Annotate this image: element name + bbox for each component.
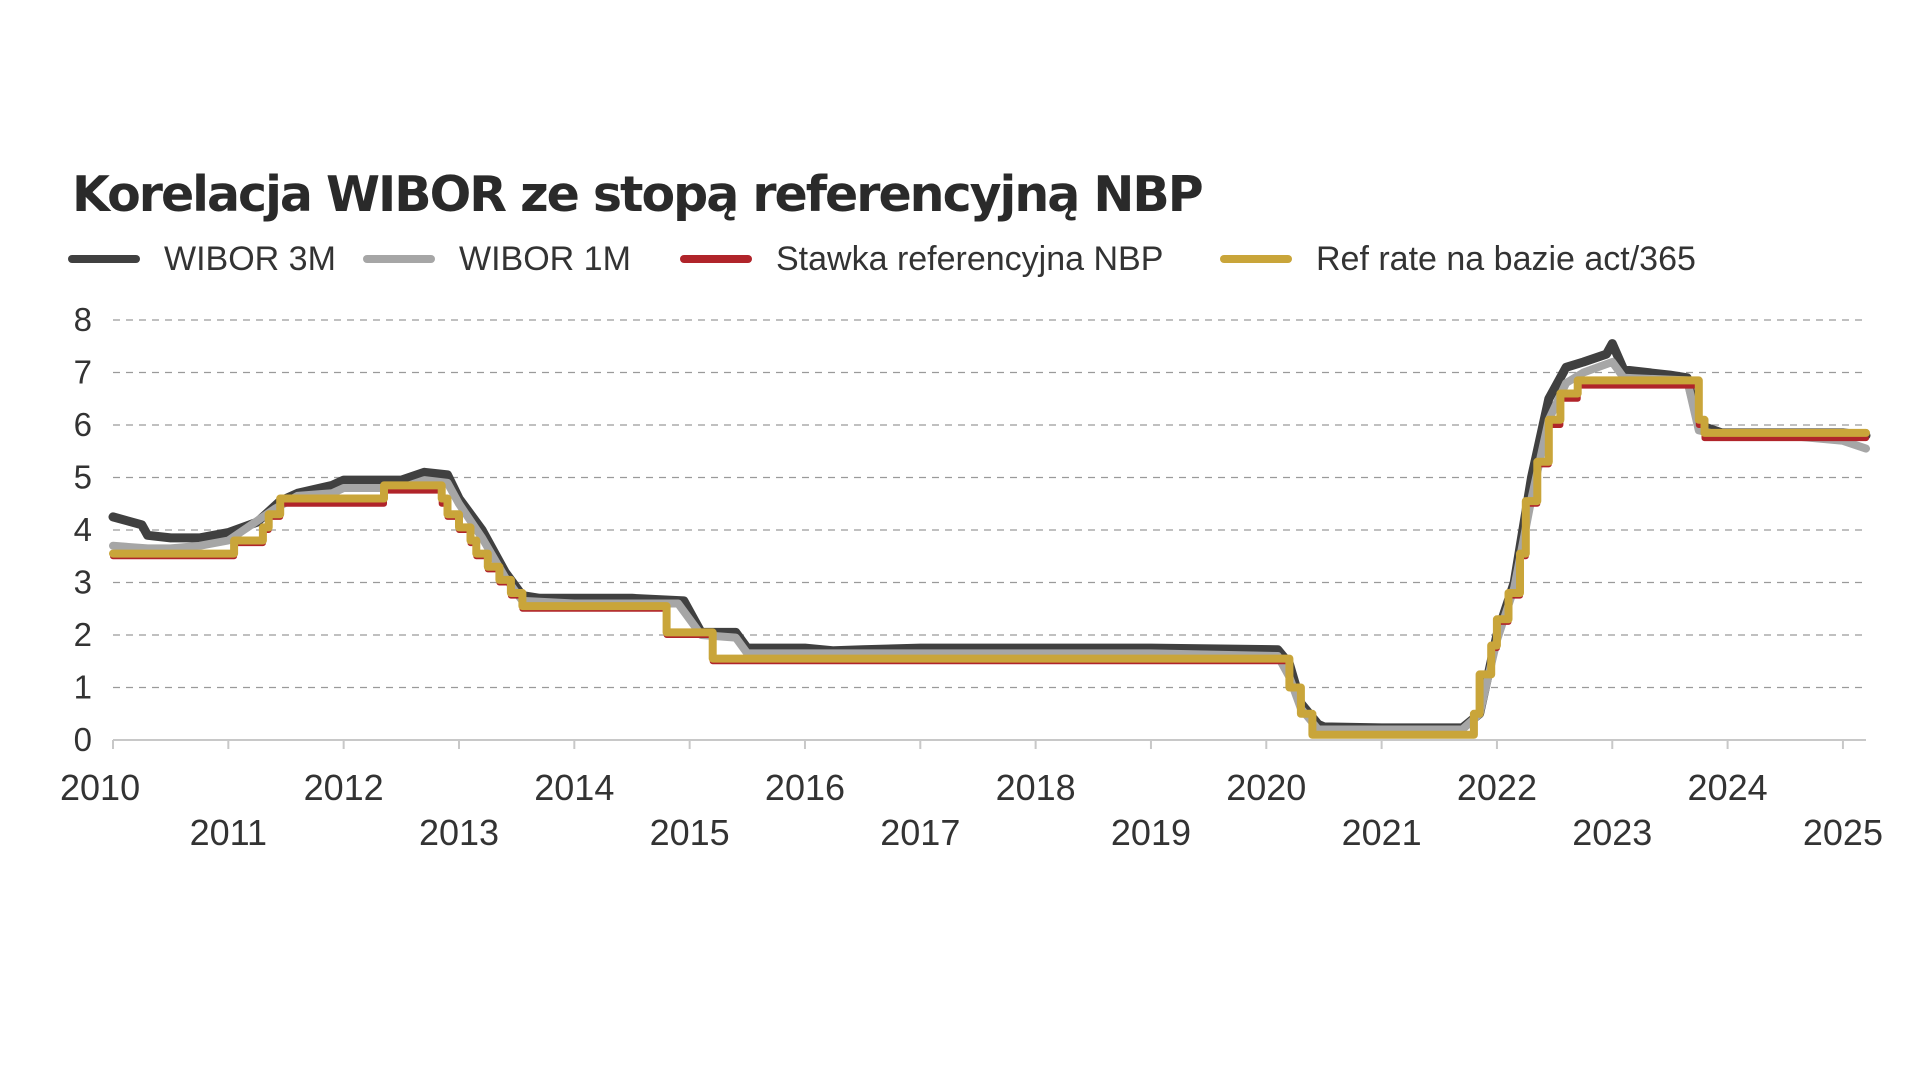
x-axis (112, 739, 1866, 749)
legend: WIBOR 3M WIBOR 1M Stawka referencyjna NB… (68, 234, 1868, 284)
x-tick-label-2014: 2014 (534, 767, 614, 808)
legend-item-ref-rate-act365: Ref rate na bazie act/365 (1220, 234, 1696, 284)
legend-label-ref-rate-act365: Ref rate na bazie act/365 (1316, 239, 1696, 278)
legend-label-wibor-3m: WIBOR 3M (164, 239, 336, 278)
y-tick-label-8: 8 (74, 301, 92, 338)
x-tick-label-2020: 2020 (1226, 767, 1306, 808)
legend-item-stawka-nbp: Stawka referencyjna NBP (680, 234, 1163, 284)
y-tick-label-0: 0 (74, 721, 92, 758)
x-tick-label-2024: 2024 (1688, 767, 1768, 808)
x-axis-ticks: 2010 2011 2012 2013 2014 2015 2016 2017 2018 2019… (60, 767, 1883, 853)
y-axis-ticks: 0 1 2 3 4 5 6 7 8 (74, 301, 92, 758)
gridlines (113, 319, 1866, 689)
x-tick-label-2015: 2015 (650, 812, 730, 853)
chart-title: Korelacja WIBOR ze stopą referencyjną NB… (72, 166, 1204, 223)
series-line-stawka-referencyjna-nbp (110, 382, 1869, 738)
legend-label-wibor-1m: WIBOR 1M (459, 239, 631, 278)
series-line-wibor-1m (109, 358, 1870, 734)
x-tick-label-2011: 2011 (190, 812, 267, 853)
legend-label-stawka-nbp: Stawka referencyjna NBP (776, 239, 1164, 278)
legend-item-wibor-1m: WIBOR 1M (363, 234, 631, 284)
y-tick-label-3: 3 (74, 564, 92, 601)
legend-swatch-ref-rate-act365 (1220, 255, 1292, 263)
y-tick-label-6: 6 (74, 406, 92, 443)
legend-swatch-wibor-1m (363, 255, 435, 263)
x-tick-label-2016: 2016 (765, 767, 845, 808)
legend-swatch-stawka-nbp (680, 255, 752, 263)
y-tick-label-5: 5 (74, 459, 92, 496)
y-tick-label-1: 1 (74, 669, 92, 706)
x-tick-label-2022: 2022 (1457, 767, 1537, 808)
x-tick-label-2017: 2017 (880, 812, 960, 853)
series-line-wibor-3m (108, 339, 1871, 733)
x-tick-label-2013: 2013 (419, 812, 499, 853)
x-tick-label-2010: 2010 (60, 767, 140, 808)
legend-swatch-wibor-3m (68, 255, 140, 263)
series-lines (108, 339, 1871, 739)
y-tick-label-7: 7 (74, 354, 92, 391)
x-tick-label-2012: 2012 (304, 767, 384, 808)
x-tick-label-2023: 2023 (1572, 812, 1652, 853)
series-line-ref-rate-na-bazie-act-365 (109, 376, 1870, 739)
y-tick-label-2: 2 (74, 616, 92, 653)
legend-item-wibor-3m: WIBOR 3M (68, 234, 336, 284)
x-tick-label-2021: 2021 (1342, 812, 1422, 853)
y-tick-label-4: 4 (74, 511, 92, 548)
x-tick-label-2025: 2025 (1803, 812, 1883, 853)
x-tick-label-2018: 2018 (996, 767, 1076, 808)
x-tick-label-2019: 2019 (1111, 812, 1191, 853)
